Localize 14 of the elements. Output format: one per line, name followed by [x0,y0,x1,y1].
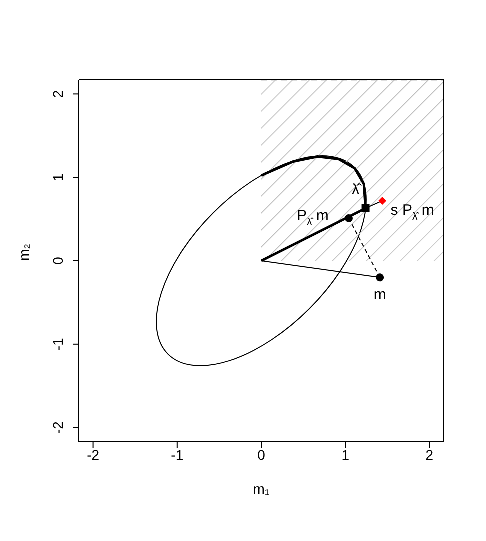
x-tick-label: 1 [342,446,350,463]
x-axis-title: m₁ [253,481,270,497]
y-tick-label: -2 [50,421,66,434]
y-tick-label: 2 [50,90,66,98]
x-tick-label: 2 [426,446,434,463]
x-tick-label: -2 [87,446,100,463]
y-tick-label: 1 [50,173,66,182]
x-tick-label: -1 [171,446,184,463]
y-axis-title: m₂ [16,244,32,261]
annotation: s P$_{λ̂}$ m [390,202,434,223]
annotation: m [374,286,386,304]
y-tick-label: 0 [50,256,66,265]
y-tick-label: -1 [50,338,66,351]
x-tick-label: 0 [258,446,266,463]
